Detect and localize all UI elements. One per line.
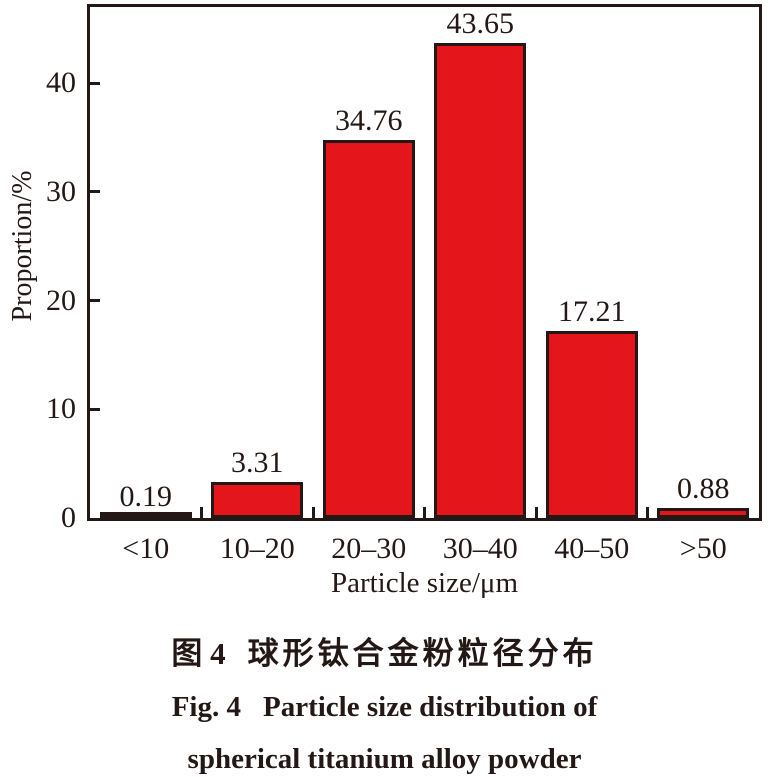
y-tick-label-10: 10 (46, 392, 76, 426)
y-tick-label-0: 0 (61, 501, 76, 534)
bar-10–20 (211, 482, 304, 518)
caption-chinese-figure-number: 图 4 (171, 636, 226, 671)
y-tick-label-40: 40 (46, 66, 76, 100)
bar-value-label: 0.19 (119, 479, 173, 513)
x-tick-label-30–40: 30–40 (442, 532, 518, 565)
bar-value-label: 34.76 (335, 104, 403, 138)
caption-chinese: 图 4 球形钛合金粉粒径分布 (0, 633, 769, 675)
x-axis-tick (423, 507, 426, 518)
bar-<10 (99, 512, 192, 518)
bar-value-label: 43.65 (446, 7, 515, 41)
x-tick-label-10–20: 10–20 (219, 532, 295, 565)
y-axis-tick (90, 190, 100, 194)
y-axis-label: Proportion/% (7, 170, 38, 322)
bar-value-label: 17.21 (558, 294, 626, 328)
x-axis-tick (200, 507, 203, 518)
caption-english-line1: Fig. 4 Particle size distribution of (0, 688, 769, 726)
y-tick-label-30: 30 (46, 174, 76, 208)
x-tick-label-20–30: 20–30 (331, 532, 407, 565)
bar-value-label: 3.31 (231, 446, 284, 479)
x-tick-label-<10: <10 (122, 532, 170, 565)
plot-area: 0.19 3.31 34.76 43.65 17.21 0.88 (87, 4, 762, 521)
bar-30–40 (434, 43, 527, 518)
bar-40–50 (545, 330, 638, 518)
x-tick-label->50: >50 (679, 532, 727, 565)
caption-english-line2: spherical titanium alloy powder (187, 743, 582, 775)
x-tick-label-40–50: 40–50 (554, 532, 630, 565)
y-axis-tick (90, 299, 100, 303)
y-axis-tick (90, 81, 100, 85)
y-tick-label-20: 20 (46, 283, 76, 317)
x-axis-tick (646, 507, 649, 518)
x-axis-tick (311, 507, 315, 518)
x-axis-tick (534, 507, 538, 518)
x-axis-label: Particle size/μm (330, 567, 519, 599)
bar-value-label: 0.88 (677, 472, 730, 506)
caption-english-figure-number: Fig. 4 (171, 691, 241, 723)
bar-20–30 (322, 140, 415, 518)
bar->50 (657, 508, 750, 518)
y-axis-tick (90, 407, 100, 411)
caption-chinese-text: 球形钛合金粉粒径分布 (247, 636, 598, 671)
caption-english-text-line1: Particle size distribution of (263, 691, 598, 723)
